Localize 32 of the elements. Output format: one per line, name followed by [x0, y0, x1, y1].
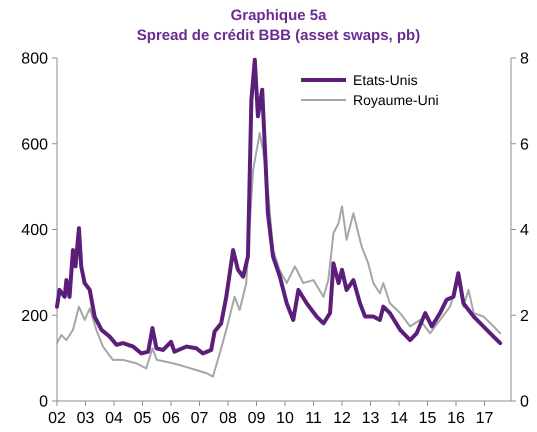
x-tick-label: 17: [476, 410, 494, 427]
y2-tick-label: 4: [520, 222, 529, 240]
y-tick-label: 200: [21, 308, 48, 325]
legend-label: Royaume-Uni: [353, 92, 439, 108]
x-tick-label: 11: [305, 410, 322, 427]
x-tick-label: 12: [333, 410, 351, 427]
x-tick-label: 13: [362, 410, 380, 427]
y2-tick-label: 8: [520, 50, 529, 68]
line-series: [56, 132, 502, 378]
x-tick-label: 15: [418, 410, 436, 427]
x-tick-label: 07: [190, 410, 208, 427]
chart-subtitle: Spread de crédit BBB (asset swaps, pb): [136, 27, 420, 44]
x-tick-label: 14: [390, 410, 408, 427]
y-tick-label: 0: [39, 394, 48, 411]
y-tick-label: 400: [21, 222, 48, 240]
y-tick-label: 800: [21, 50, 48, 68]
x-tick-label: 16: [447, 410, 465, 427]
x-tick-label: 09: [248, 410, 266, 427]
x-tick-label: 02: [48, 410, 66, 427]
legend-label: Etats-Unis: [353, 72, 418, 88]
x-tick-label: 10: [276, 410, 294, 427]
line-series: [55, 58, 502, 356]
y2-tick-label: 6: [520, 136, 529, 154]
x-tick-label: 03: [76, 410, 94, 427]
y-tick-label: 600: [21, 136, 48, 154]
y2-tick-label: 0: [520, 394, 529, 411]
y2-tick-label: 2: [520, 308, 529, 325]
x-tick-label: 04: [105, 410, 123, 427]
x-tick-label: 08: [219, 410, 237, 427]
x-tick-label: 05: [134, 410, 152, 427]
x-tick-label: 06: [162, 410, 180, 427]
chart-title: Graphique 5a: [230, 7, 328, 24]
